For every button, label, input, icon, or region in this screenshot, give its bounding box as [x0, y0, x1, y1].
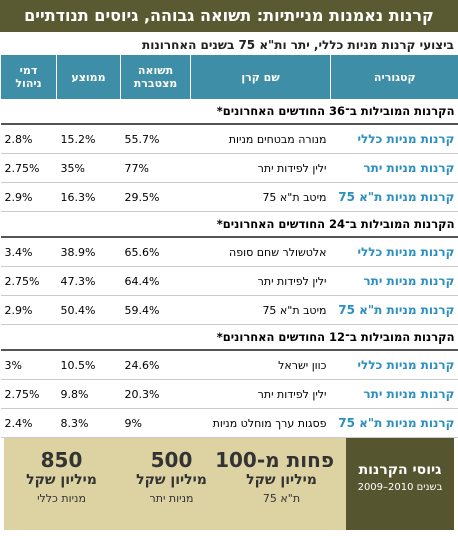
footer-item: פחות מ-100 מיליון שקל ת"א 75 — [215, 448, 334, 505]
cumulative-return: 77% — [120, 153, 191, 183]
data-row: קרנות מניות כללי אלטשולר שחם סופה 65.6% 38.… — [0, 237, 458, 267]
fund-category: מניות כללי — [37, 492, 86, 505]
average: 38.9% — [56, 237, 121, 267]
average: 50.4% — [56, 295, 121, 325]
cumulative-return: 29.5% — [120, 182, 191, 212]
title: קרנות נאמנות מנייתיות: תשואה גבוהה, גיוס… — [0, 0, 458, 32]
data-row: קרנות מניות יתר ילין לפידות יתר 64.4% 47.3%… — [0, 266, 458, 296]
category: קרנות מניות כללי — [330, 350, 458, 380]
management-fee: 2.75% — [0, 153, 57, 183]
footer-label: גיוסי הקרנות — [358, 462, 442, 478]
header-row: קטגוריה שם קרן תשואה מצטברת ממוצע דמי ניהול — [0, 55, 458, 99]
amount: 850 — [40, 448, 83, 472]
section-title: הקרנות המובילות ב־24 החודשים האחרונים* — [0, 211, 458, 238]
fund-name: מנורה מבטחים מניות — [190, 124, 331, 154]
fund-category: ת"א 75 — [262, 492, 301, 505]
data-row: קרנות מניות יתר ילין לפידות יתר 20.3% 9.8% 2… — [0, 379, 458, 409]
data-row: קרנות מניות ת"א 75 פסגות ערך מוחלט מניות 9… — [0, 408, 458, 438]
category: קרנות מניות יתר — [330, 153, 458, 183]
fund-name: פסגות ערך מוחלט מניות — [190, 408, 331, 438]
average: 10.5% — [56, 350, 121, 380]
fund-name: מיטב ת"א 75 — [190, 295, 331, 325]
cumulative-return: 24.6% — [120, 350, 191, 380]
amount: פחות מ-100 — [215, 448, 334, 472]
average: 8.3% — [56, 408, 121, 438]
cumulative-return: 64.4% — [120, 266, 191, 296]
management-fee: 2.8% — [0, 124, 57, 154]
section-title: הקרנות המובילות ב־36 החודשים האחרונים* — [0, 99, 458, 125]
section-row: הקרנות המובילות ב־36 החודשים האחרונים* — [0, 99, 458, 125]
category: קרנות מניות ת"א 75 — [330, 408, 458, 438]
column-header: דמי ניהול — [0, 55, 57, 99]
fund-name: ילין לפידות יתר — [190, 153, 331, 183]
management-fee: 3% — [0, 350, 57, 380]
column-header: ממוצע — [56, 55, 121, 99]
fund-category: מניות יתר — [149, 492, 194, 505]
section-title: הקרנות המובילות ב־12 החודשים האחרונים* — [0, 324, 458, 351]
average: 16.3% — [56, 182, 121, 212]
footer-label-box: גיוסי הקרנות בשנים 2010–2009 — [346, 438, 454, 530]
footer: גיוסי הקרנות בשנים 2010–2009 פחות מ-100 מ… — [4, 438, 454, 530]
column-header: קטגוריה — [330, 55, 458, 99]
section-row: הקרנות המובילות ב־12 החודשים האחרונים* — [0, 324, 458, 351]
cumulative-return: 55.7% — [120, 124, 191, 154]
management-fee: 3.4% — [0, 237, 57, 267]
subtitle: ביצועי קרנות מניות כללי, יתר ות"א 75 בשנ… — [142, 38, 454, 52]
cumulative-return: 20.3% — [120, 379, 191, 409]
category: קרנות מניות יתר — [330, 379, 458, 409]
cumulative-return: 65.6% — [120, 237, 191, 267]
data-row: קרנות מניות כללי מנורה מבטחים מניות 55.7% 1… — [0, 124, 458, 154]
fund-name: ילין לפידות יתר — [190, 379, 331, 409]
category: קרנות מניות כללי — [330, 237, 458, 267]
category: קרנות מניות יתר — [330, 266, 458, 296]
category: קרנות מניות כללי — [330, 124, 458, 154]
average: 9.8% — [56, 379, 121, 409]
unit: מיליון שקל — [136, 472, 207, 488]
management-fee: 2.9% — [0, 295, 57, 325]
average: 35% — [56, 153, 121, 183]
amount: 500 — [150, 448, 193, 472]
category: קרנות מניות ת"א 75 — [330, 295, 458, 325]
footer-item: 500 מיליון שקל מניות יתר — [119, 448, 224, 505]
management-fee: 2.9% — [0, 182, 57, 212]
management-fee: 2.75% — [0, 266, 57, 296]
fund-name: מיטב ת"א 75 — [190, 182, 331, 212]
fund-name: כוון ישראל — [190, 350, 331, 380]
management-fee: 2.75% — [0, 379, 57, 409]
footer-years: בשנים 2010–2009 — [357, 482, 443, 493]
data-row: קרנות מניות כללי כוון ישראל 24.6% 10.5% 3% — [0, 350, 458, 380]
management-fee: 2.4% — [0, 408, 57, 438]
cumulative-return: 59.4% — [120, 295, 191, 325]
fund-table: קטגוריה שם קרן תשואה מצטברת ממוצע דמי ניהול ה… — [0, 55, 458, 438]
section-row: הקרנות המובילות ב־24 החודשים האחרונים* — [0, 211, 458, 238]
unit: מיליון שקל — [26, 472, 97, 488]
fund-name: אלטשולר שחם סופה — [190, 237, 331, 267]
average: 15.2% — [56, 124, 121, 154]
column-header: תשואה מצטברת — [120, 55, 191, 99]
unit: מיליון שקל — [246, 472, 317, 488]
data-row: קרנות מניות יתר ילין לפידות יתר 77% 35% 2.75… — [0, 153, 458, 183]
cumulative-return: 9% — [120, 408, 191, 438]
average: 47.3% — [56, 266, 121, 296]
column-header: שם קרן — [190, 55, 331, 99]
fund-name: ילין לפידות יתר — [190, 266, 331, 296]
data-row: קרנות מניות ת"א 75 מיטב ת"א 75 59.4% 50.4% 2… — [0, 295, 458, 325]
footer-item: 850 מיליון שקל מניות כללי — [9, 448, 114, 505]
data-row: קרנות מניות ת"א 75 מיטב ת"א 75 29.5% 16.3% 2… — [0, 182, 458, 212]
category: קרנות מניות ת"א 75 — [330, 182, 458, 212]
